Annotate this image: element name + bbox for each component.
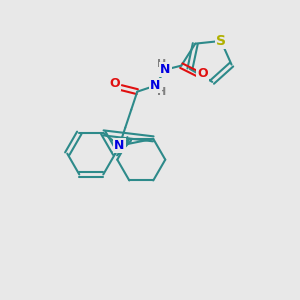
Text: O: O — [109, 77, 120, 90]
Text: N: N — [160, 63, 170, 76]
Text: O: O — [197, 67, 208, 80]
Text: H: H — [157, 59, 166, 69]
Text: N: N — [114, 139, 124, 152]
Text: N: N — [150, 79, 160, 92]
Text: H: H — [157, 87, 166, 97]
Text: S: S — [216, 34, 226, 48]
